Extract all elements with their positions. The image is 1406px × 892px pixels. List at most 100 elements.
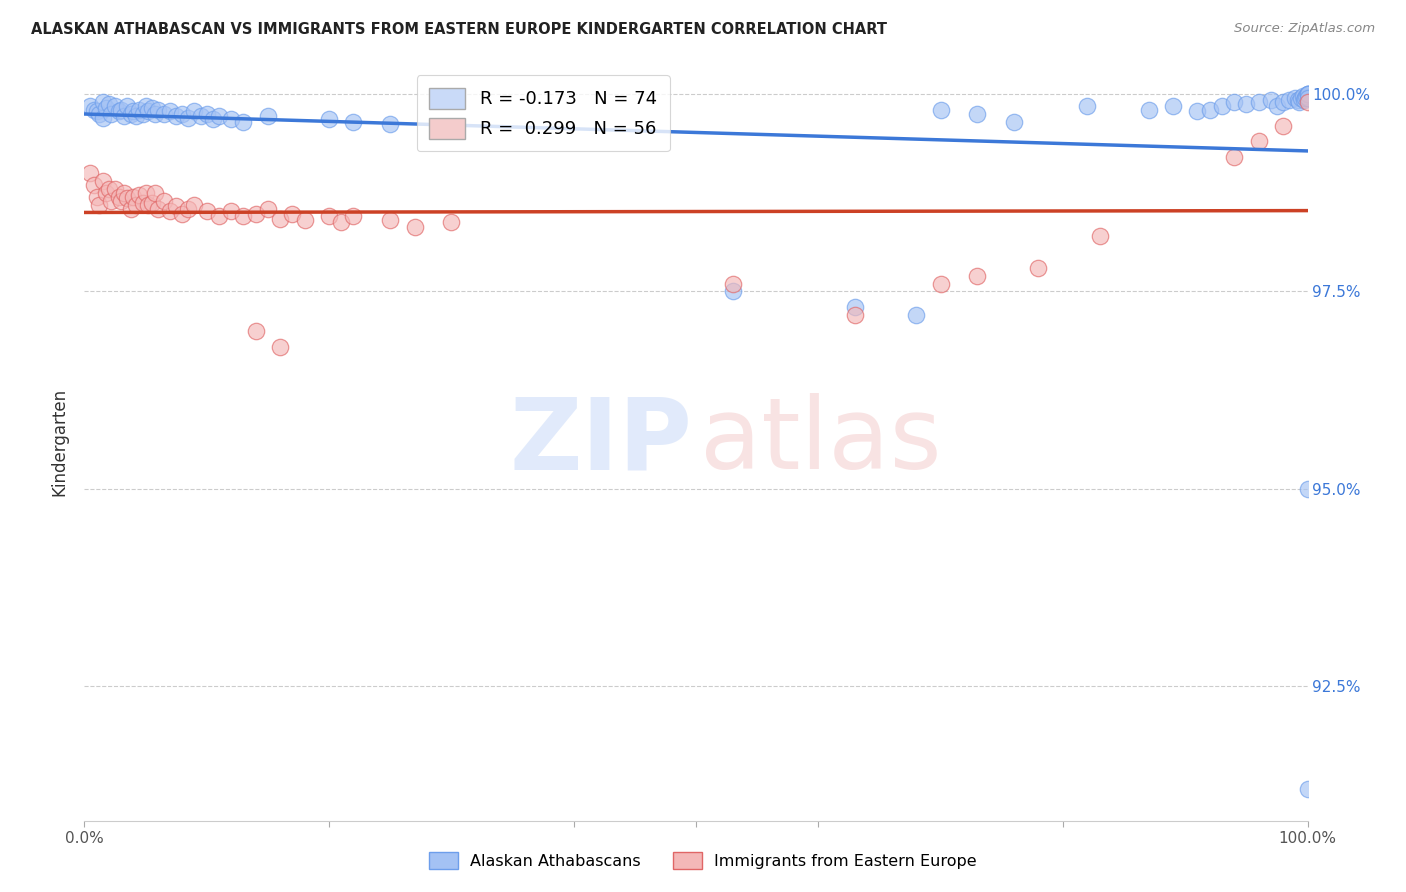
Point (104, 99, 127, 113)
Point (165, 199, 187, 213)
Point (115, 99, 138, 113)
Point (1161, 99, 1184, 113)
Point (844, 300, 866, 314)
Point (1296, 87, 1319, 101)
Point (128, 188, 150, 202)
Point (141, 196, 163, 211)
Point (1296, 87, 1319, 101)
Text: atlas: atlas (700, 393, 941, 490)
Point (183, 197, 205, 211)
Point (136, 104, 159, 119)
Point (342, 210, 364, 224)
Point (1260, 93, 1282, 107)
Legend: Alaskan Athabascans, Immigrants from Eastern Europe: Alaskan Athabascans, Immigrants from Eas… (422, 846, 984, 875)
Point (905, 308, 928, 322)
Point (135, 186, 157, 200)
Point (929, 103, 952, 117)
Point (1278, 93, 1301, 107)
Point (1247, 135, 1270, 149)
Point (136, 197, 159, 211)
Point (1002, 114, 1025, 128)
Point (96, 101, 118, 115)
Y-axis label: Kindergarten: Kindergarten (51, 387, 69, 496)
Point (1211, 99, 1233, 113)
Point (122, 190, 145, 204)
Text: ZIP: ZIP (509, 393, 692, 490)
Point (86, 104, 108, 119)
Point (1272, 95, 1295, 109)
Point (159, 203, 181, 218)
Point (1292, 88, 1315, 103)
Point (1291, 91, 1313, 105)
Point (342, 114, 364, 128)
Point (1137, 103, 1160, 117)
Point (115, 191, 138, 205)
Point (721, 285, 744, 299)
Point (219, 203, 242, 218)
Point (91, 111, 114, 125)
Point (120, 202, 142, 216)
Point (1236, 96, 1258, 111)
Point (97, 96, 120, 111)
Point (190, 109, 212, 123)
Text: Source: ZipAtlas.com: Source: ZipAtlas.com (1234, 22, 1375, 36)
Point (269, 340, 291, 354)
Point (929, 277, 952, 291)
Point (165, 109, 187, 123)
Point (1294, 91, 1316, 105)
Point (107, 190, 129, 204)
Point (143, 186, 166, 200)
Point (83, 103, 105, 117)
Point (1296, 87, 1319, 101)
Point (110, 103, 132, 117)
Point (232, 114, 254, 128)
Point (1247, 95, 1270, 109)
Point (195, 107, 218, 121)
Point (153, 194, 176, 208)
Point (132, 196, 155, 211)
Point (96, 186, 118, 200)
Point (104, 182, 127, 196)
Point (1076, 99, 1098, 113)
Point (245, 324, 267, 338)
Point (120, 107, 142, 121)
Point (100, 107, 122, 121)
Point (172, 207, 194, 221)
Point (318, 210, 340, 224)
Point (125, 197, 148, 211)
Point (79, 166, 101, 180)
Point (245, 207, 267, 221)
Point (257, 109, 280, 123)
Point (721, 277, 744, 291)
Point (844, 308, 866, 322)
Point (110, 194, 132, 208)
Point (79, 99, 101, 113)
Point (201, 112, 224, 127)
Point (141, 101, 163, 115)
Point (132, 107, 155, 121)
Point (380, 213, 402, 227)
Point (100, 194, 122, 208)
Point (1296, 482, 1319, 496)
Point (146, 103, 169, 117)
Point (1288, 95, 1310, 109)
Point (172, 107, 194, 121)
Point (87, 107, 110, 121)
Point (966, 268, 988, 283)
Point (281, 207, 304, 221)
Point (1296, 782, 1319, 797)
Point (128, 103, 150, 117)
Point (1284, 91, 1306, 105)
Point (294, 213, 316, 227)
Point (380, 117, 402, 131)
Point (146, 202, 169, 216)
Point (1295, 88, 1317, 103)
Point (1296, 95, 1319, 109)
Point (1296, 91, 1319, 105)
Point (1265, 99, 1288, 113)
Point (1198, 103, 1220, 117)
Point (208, 210, 231, 224)
Point (86, 190, 108, 204)
Point (183, 104, 205, 119)
Point (1028, 260, 1050, 275)
